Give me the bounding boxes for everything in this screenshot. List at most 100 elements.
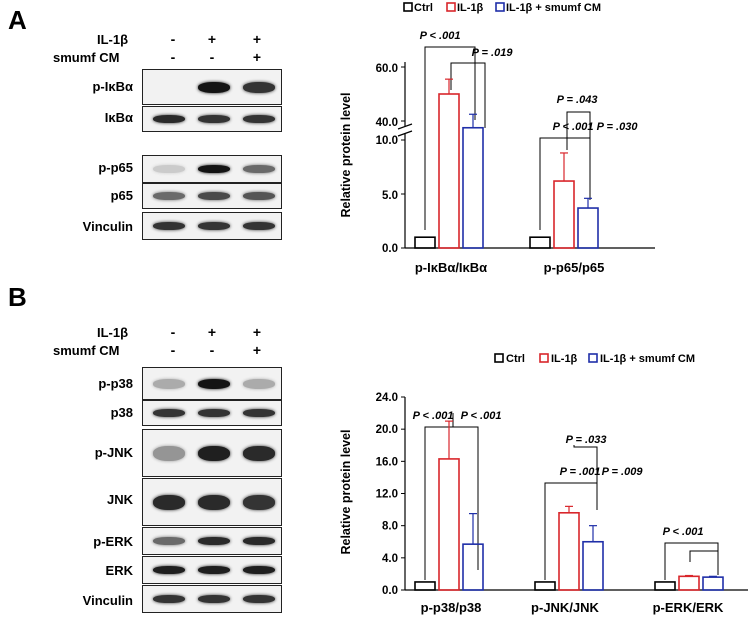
legend-swatch-il1b-cm [495,2,505,12]
y-tick-label: 40.0 [376,117,398,129]
blot-band [198,379,230,389]
x-category-label: p-p65/p65 [544,260,605,275]
blot-label: p38 [110,405,133,420]
blot-band [153,537,185,545]
blot-strip [142,527,282,555]
blot-label: p-JNK [94,445,133,460]
panel-letter-a: A [8,5,27,35]
treatment-sign: + [252,31,262,47]
blot-band [153,566,185,574]
treatment-label: IL-1β [97,325,129,340]
blot-label: p-p38 [98,376,133,391]
blot-band [198,192,230,200]
treatment-sign: + [207,31,217,47]
blot-band [198,537,230,545]
treatment-label: smumf CM [53,343,120,358]
blot-label: p-p65 [98,160,133,175]
blot-strip [142,585,282,613]
y-tick-label: 60.0 [376,63,398,75]
blot-label: JNK [106,492,133,507]
legend-label: IL-1β [457,2,484,14]
blot-band [153,595,185,603]
blot-band [243,192,275,200]
blot-band [198,446,230,461]
blot-band [198,595,230,603]
bar [462,126,484,249]
blot-strip [142,367,282,400]
bars-a [414,78,599,249]
blot-band [198,409,230,417]
treatment-sign: - [209,342,215,358]
blot-band [198,222,230,230]
treatment-sign: + [252,342,262,358]
blot-strip [142,183,282,209]
blot-band [153,165,185,173]
blot-strip [142,400,282,426]
treatment-sign: - [209,49,215,65]
legend-label: Ctrl [414,2,433,14]
legend-swatch-ctrl [403,2,413,12]
blot-label: p-ERK [93,534,133,549]
blot-band [153,115,185,123]
blot-band [198,82,230,93]
blot-band [198,115,230,123]
p-value-label: P = .043 [557,94,598,106]
blot-band [243,379,275,389]
axis-break [397,130,413,137]
y-tick-label: 0.0 [382,243,398,255]
y-axis-label: Relative protein level [339,92,353,217]
axis-break [397,123,413,130]
treatment-sign: - [170,49,176,65]
blot-band [243,82,275,93]
p-value-label: P = .019 [472,47,514,59]
blot-band [198,165,230,173]
blot-band [153,409,185,417]
treatment-sign: - [170,342,176,358]
blot-label: Vinculin [82,593,133,608]
blot-strip [142,106,282,132]
bar [438,93,460,249]
blot-band [198,495,230,510]
p-value-label: P < .001 [553,121,594,133]
y-tick-label: 5.0 [382,190,398,202]
blot-band [243,537,275,545]
p-value-label: P < .001 [420,30,461,42]
bar [529,236,551,249]
legend-swatch-il1b [446,2,456,12]
blot-band [243,409,275,417]
bar [553,180,575,249]
blot-strip [142,212,282,240]
blot-band [243,566,275,574]
blot-band [243,495,275,510]
blot-band [243,446,275,461]
blot-band [153,192,185,200]
blot-strip [142,478,282,526]
blot-band [243,222,275,230]
treatment-sign: - [170,324,176,340]
treatment-sign: - [170,31,176,47]
x-category-label: p-IκBα/IκBα [415,260,487,275]
blot-band [153,495,185,510]
blot-strip [142,69,282,105]
blot-label: IκBα [104,110,133,125]
blot-band [198,566,230,574]
significance-brackets-a [424,46,591,230]
y-tick-label: 10.0 [376,135,398,147]
blot-band [243,595,275,603]
blot-label: ERK [105,563,133,578]
legend-label: IL-1β + smumf CM [506,2,601,14]
blot-label: Vinculin [82,219,133,234]
blot-band [153,446,185,461]
bar [414,236,436,249]
blot-band [243,115,275,123]
blot-label: p-IκBα [92,79,133,94]
bar [577,207,599,249]
blot-band [153,222,185,230]
panel-letter-b: B [8,282,27,312]
blot-strip [142,429,282,477]
blot-strip [142,556,282,584]
legend-a: Ctrl IL-1β IL-1β + smumf CM [403,2,601,14]
treatment-sign: + [252,49,262,65]
blot-band [243,165,275,173]
